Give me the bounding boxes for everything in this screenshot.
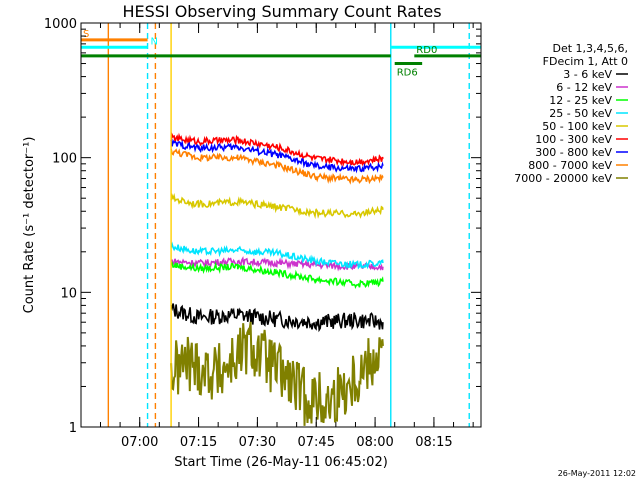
x-axis: 07:00 07:15 07:30 07:45 08:00 08:15 [99, 23, 474, 450]
legend-entry-label: 300 - 800 keV [535, 146, 612, 159]
x-tick-label: 07:00 [121, 435, 158, 450]
series-line-50-100-kev [170, 192, 384, 220]
status-label: N [151, 36, 158, 47]
series-line-300-800-kev [170, 138, 384, 174]
status-label: S [83, 29, 89, 40]
series-line-3-6-kev [170, 303, 384, 333]
legend-entry-label: 50 - 100 keV [542, 120, 612, 133]
y-tick-label: 1000 [44, 17, 77, 32]
legend-header: FDecim 1, Att 0 [543, 55, 628, 68]
chart-title: HESSI Observing Summary Count Rates [122, 2, 441, 21]
legend-entry-label: 100 - 300 keV [535, 133, 612, 146]
series-line-800-7000-kev [170, 148, 384, 185]
series-line-7000-20000-kev [170, 321, 384, 426]
legend-entry-label: 3 - 6 keV [563, 68, 612, 81]
x-tick-label: 08:00 [356, 435, 393, 450]
vertical-markers [107, 23, 470, 427]
series-line-25-50-kev [170, 241, 384, 270]
plot-frame [80, 22, 482, 428]
legend-entry-label: 6 - 12 keV [556, 81, 612, 94]
status-label: RD6 [397, 68, 418, 79]
series-line-6-12-kev [170, 255, 384, 272]
status-annotations: S N RD0 RD6 [81, 29, 481, 79]
legend-entry-label: 25 - 50 keV [549, 107, 612, 120]
x-tick-label: 08:15 [415, 435, 452, 450]
x-tick-label: 07:45 [298, 435, 335, 450]
series-traces [170, 132, 384, 426]
y-axis-label: Count Rate (s⁻¹ detector⁻¹) [22, 137, 37, 314]
x-tick-label: 07:30 [239, 435, 276, 450]
y-tick-label: 100 [52, 152, 77, 167]
y-tick-label: 1 [69, 421, 77, 436]
legend-entry-label: 7000 - 20000 keV [514, 172, 612, 185]
status-label: RD0 [416, 45, 437, 56]
series-line-12-25-kev [170, 261, 384, 289]
legend: Det 1,3,4,5,6,FDecim 1, Att 03 - 6 keV6 … [514, 42, 628, 185]
legend-entry-label: 12 - 25 keV [549, 94, 612, 107]
legend-header: Det 1,3,4,5,6, [552, 42, 628, 55]
y-axis: 1 10 100 1000 [44, 17, 481, 436]
series-line-100-300-kev [170, 132, 384, 168]
legend-entry-label: 800 - 7000 keV [528, 159, 612, 172]
x-axis-label: Start Time (26-May-11 06:45:02) [174, 455, 388, 470]
y-tick-label: 10 [60, 286, 77, 301]
timestamp: 26-May-2011 12:02 [558, 469, 636, 478]
x-tick-label: 07:15 [180, 435, 217, 450]
